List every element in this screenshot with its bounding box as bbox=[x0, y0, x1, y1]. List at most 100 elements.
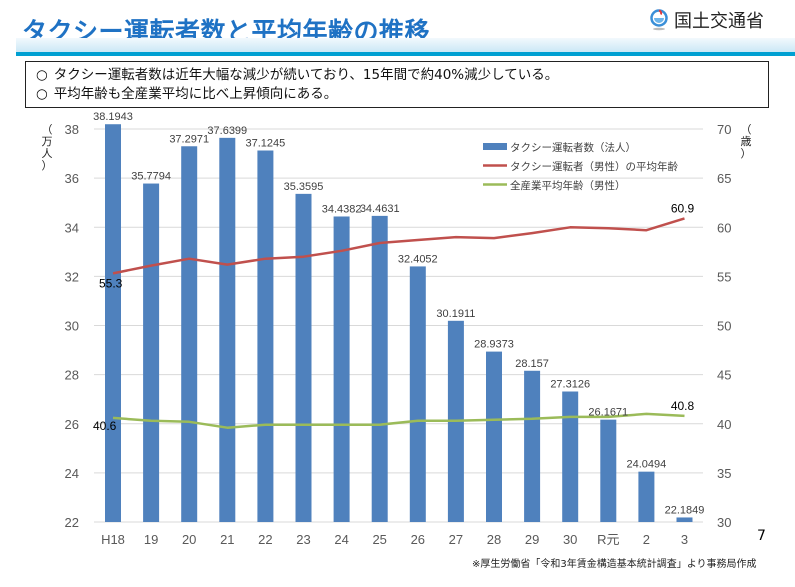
bar bbox=[295, 193, 312, 522]
left-axis-tick: 28 bbox=[65, 368, 79, 383]
x-axis-tick: 3 bbox=[681, 532, 688, 547]
right-axis-tick: 70 bbox=[717, 122, 731, 137]
bar-data-label: 37.1245 bbox=[246, 138, 286, 150]
left-axis-tick: 36 bbox=[65, 171, 79, 186]
left-axis-tick: 24 bbox=[65, 466, 79, 481]
right-axis-tick: 30 bbox=[717, 515, 731, 530]
summary-line: ○ タクシー運転者数は近年大幅な減少が続いており、15年間で約40%減少している。 bbox=[36, 66, 758, 85]
x-axis-tick: 20 bbox=[182, 532, 196, 547]
x-axis-tick: 29 bbox=[525, 532, 539, 547]
left-axis-tick: 26 bbox=[65, 417, 79, 432]
bar-data-label: 28.157 bbox=[515, 358, 549, 370]
x-axis-tick: H18 bbox=[101, 532, 125, 547]
summary-text: タクシー運転者数は近年大幅な減少が続いており、15年間で約40%減少している。 bbox=[53, 67, 559, 83]
bar bbox=[371, 215, 388, 522]
bar-data-label: 35.3595 bbox=[284, 181, 324, 193]
left-axis-tick: 38 bbox=[65, 122, 79, 137]
x-axis-tick: 28 bbox=[487, 532, 501, 547]
right-axis-tick: 35 bbox=[717, 466, 731, 481]
left-axis-tick: 22 bbox=[65, 515, 79, 530]
bar bbox=[486, 351, 502, 522]
right-axis-unit-label-char: ） bbox=[741, 147, 752, 160]
left-axis-tick: 30 bbox=[65, 319, 79, 334]
legend-entry: タクシー運転者数（法人） bbox=[510, 141, 636, 154]
bar-data-label: 27.3126 bbox=[550, 379, 590, 391]
mlit-logo-icon bbox=[650, 9, 668, 31]
right-axis-tick: 40 bbox=[717, 417, 731, 432]
bullet-circle: ○ bbox=[36, 86, 48, 102]
ministry-name: 国土交通省 bbox=[674, 11, 764, 32]
bar-data-label: 34.4631 bbox=[360, 203, 400, 215]
right-axis-tick: 45 bbox=[717, 368, 731, 383]
left-axis-unit-label-char: 万 bbox=[42, 135, 53, 148]
legend-entry: 全産業平均年齢（男性） bbox=[510, 179, 626, 192]
left-axis-tick: 34 bbox=[65, 220, 79, 235]
x-axis-tick: 22 bbox=[258, 532, 272, 547]
legend-swatch-bar bbox=[483, 143, 507, 150]
bar-data-label: 26.1671 bbox=[588, 407, 628, 419]
summary-text: 平均年齢も全産業平均に比べ上昇傾向にある。 bbox=[53, 86, 338, 102]
line-data-label: 60.9 bbox=[671, 201, 695, 215]
line-data-label: 55.3 bbox=[99, 276, 123, 290]
x-axis-tick: 2 bbox=[643, 532, 650, 547]
bar bbox=[143, 183, 160, 522]
bar-data-label: 38.1943 bbox=[93, 111, 133, 123]
axes: 222426283032343638303540455055606570（万人）… bbox=[42, 122, 752, 547]
source-note: ※厚生労働省「令和3年賃金構造基本統計調査」より事務局作成 bbox=[472, 559, 757, 570]
header-rule bbox=[16, 52, 795, 56]
bar-data-label: 30.1911 bbox=[436, 308, 475, 320]
bar bbox=[676, 517, 693, 522]
bar bbox=[219, 137, 236, 522]
bar-data-label: 24.0494 bbox=[627, 459, 667, 471]
header-band bbox=[16, 38, 795, 52]
x-axis-tick: R元 bbox=[597, 532, 619, 547]
bar-data-label: 37.2971 bbox=[169, 133, 209, 145]
summary-line: ○ 平均年齢も全産業平均に比べ上昇傾向にある。 bbox=[36, 85, 758, 104]
bar bbox=[638, 471, 655, 522]
bar bbox=[600, 419, 617, 522]
taxi-age-line bbox=[112, 217, 685, 275]
right-axis-tick: 50 bbox=[717, 319, 731, 334]
bar bbox=[333, 216, 350, 523]
bar-data-label: 34.4382 bbox=[322, 203, 362, 215]
ministry-logo: 国土交通省 bbox=[650, 8, 764, 32]
bar-data-label: 35.7794 bbox=[131, 171, 171, 183]
bar-data-label: 32.4052 bbox=[398, 253, 438, 265]
bar bbox=[409, 266, 426, 522]
bar bbox=[562, 391, 579, 522]
line-data-label: 40.6 bbox=[93, 419, 117, 433]
summary-box: ○ タクシー運転者数は近年大幅な減少が続いており、15年間で約40%減少している。… bbox=[25, 61, 769, 108]
bar bbox=[181, 146, 198, 522]
bar-series bbox=[105, 124, 693, 523]
legend-entry: タクシー運転者（男性）の平均年齢 bbox=[510, 160, 678, 173]
x-axis-tick: 30 bbox=[563, 532, 577, 547]
all-industry-age-line bbox=[112, 412, 685, 429]
left-axis-tick: 32 bbox=[65, 269, 79, 284]
x-axis-tick: 23 bbox=[296, 532, 310, 547]
line-data-label: 40.8 bbox=[671, 399, 695, 413]
line-series bbox=[112, 217, 685, 429]
bullet-circle: ○ bbox=[36, 67, 48, 83]
bar bbox=[105, 124, 121, 522]
x-axis-tick: 19 bbox=[144, 532, 158, 547]
bar bbox=[257, 150, 274, 523]
bar-data-label: 22.1849 bbox=[665, 504, 705, 516]
right-axis-unit-label-char: 歳 bbox=[741, 135, 752, 148]
x-axis-tick: 26 bbox=[411, 532, 425, 547]
left-axis-unit-label-char: ） bbox=[42, 159, 53, 172]
page-number: 7 bbox=[757, 528, 766, 544]
right-axis-tick: 60 bbox=[717, 220, 731, 235]
bar-data-label: 28.9373 bbox=[474, 339, 514, 351]
x-axis-tick: 25 bbox=[372, 532, 386, 547]
bar-data-label: 37.6399 bbox=[207, 125, 247, 137]
x-axis-tick: 24 bbox=[334, 532, 348, 547]
right-axis-unit-label-char: （ bbox=[741, 123, 752, 136]
right-axis-tick: 55 bbox=[717, 269, 731, 284]
x-axis-tick: 21 bbox=[220, 532, 234, 547]
x-axis-tick: 27 bbox=[449, 532, 463, 547]
left-axis-unit-label-char: （ bbox=[42, 123, 53, 136]
left-axis-unit-label: （万人） bbox=[42, 123, 53, 172]
